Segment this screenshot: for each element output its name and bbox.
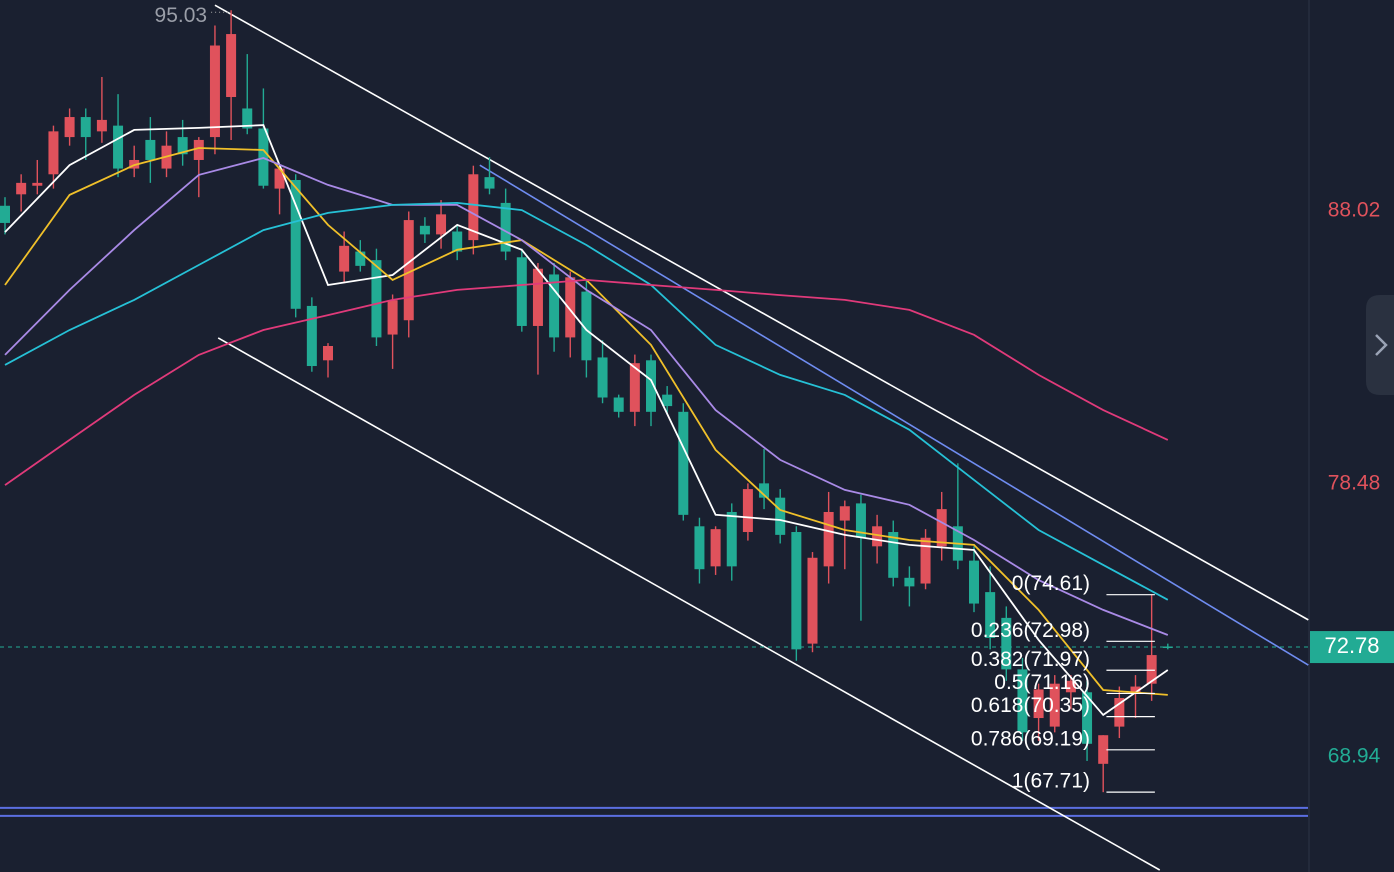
candle-body [339,245,350,272]
candle-body [1082,692,1093,744]
candle-body [452,231,463,252]
fib-level-label: 0.786(69.19) [971,727,1090,750]
candle-body [823,511,834,567]
candle-body [371,260,382,338]
candle-body [1130,686,1141,693]
candle-body [64,117,75,138]
candle-body [323,345,333,361]
fib-level-label: 1(67.71) [1012,770,1090,793]
candle-body [759,483,770,498]
candle-body [484,177,495,189]
moving-average-line [4,201,1169,601]
candle-body [791,532,802,650]
candle-body [436,214,447,235]
candle-body [226,34,237,98]
candle-body [1017,669,1028,733]
moving-average-line [4,124,1169,717]
y-tick-label: 88.02 [1328,198,1381,221]
candle-body [1114,698,1125,727]
candle-body [969,560,979,604]
candle-body [209,45,220,138]
candle-body [597,357,608,398]
fib-level-label: 0.618(70.35) [971,694,1090,717]
chevron-icon[interactable] [1375,334,1388,356]
candle-body [581,291,592,361]
candle-body [1049,683,1060,727]
candle-body [1162,646,1173,648]
y-tick-label: 68.94 [1328,745,1381,768]
candle-body [193,139,204,160]
trendline [214,4,1309,621]
candle-body [1001,617,1012,670]
candle-body [904,577,915,587]
candle-body [403,220,414,321]
trendline [217,337,1161,871]
high-label: 95.03 [155,4,208,27]
candle-body [32,182,43,186]
candle-body [290,180,301,309]
candle-body [0,205,10,223]
candle-body [678,411,689,515]
candle-body [839,506,850,521]
moving-average-line [4,278,1169,486]
candle-body [742,489,753,533]
moving-average-line [4,157,1169,636]
candle-body [1065,680,1076,693]
candle-body [532,268,543,326]
candle-body [145,139,156,160]
candle-body [80,117,91,138]
candle-body [726,511,737,567]
candle-body [1033,689,1044,719]
candle-body [888,532,899,578]
candle-body [355,251,366,266]
candle-body [629,363,640,412]
candle-body [274,168,285,189]
y-tick-label: 78.48 [1328,471,1381,494]
candle-body [419,225,430,235]
candle-body [565,277,576,338]
candle-body [500,202,511,252]
candle-body [920,537,931,584]
candle-body [242,108,253,129]
last-price-tag [1310,631,1394,664]
fib-level-label: 0.236(72.98) [971,619,1090,642]
candle-body [1098,735,1109,764]
candle-body [468,174,479,241]
last-price-label: 72.78 [1324,633,1379,658]
candle-body [48,131,59,175]
candle-body [646,360,656,412]
fib-level-label: 0(74.61) [1012,572,1090,595]
collapse-button[interactable] [1366,295,1394,395]
candle-body [936,509,947,547]
candle-body [516,257,527,326]
candle-body [177,137,188,155]
fib-level-label: 0.5(71.16) [994,671,1090,694]
candle-body [694,526,705,570]
candle-body [1146,655,1157,684]
candle-body [985,592,996,638]
candle-body [775,497,786,535]
candle-body [613,397,624,412]
candle-body [872,526,883,547]
candle-body [306,305,317,367]
candle-body [387,300,398,335]
candle-body [16,182,27,195]
fib-level-label: 0.382(71.97) [971,648,1090,671]
collapse-button-bg[interactable] [1366,295,1394,395]
trendline [479,164,1309,666]
candle-body [96,119,107,132]
candle-body [807,557,818,644]
candle-body [113,125,124,169]
candle-body [710,529,721,567]
candle-body [855,503,866,538]
candle-body [549,274,560,338]
candle-body [662,394,673,407]
